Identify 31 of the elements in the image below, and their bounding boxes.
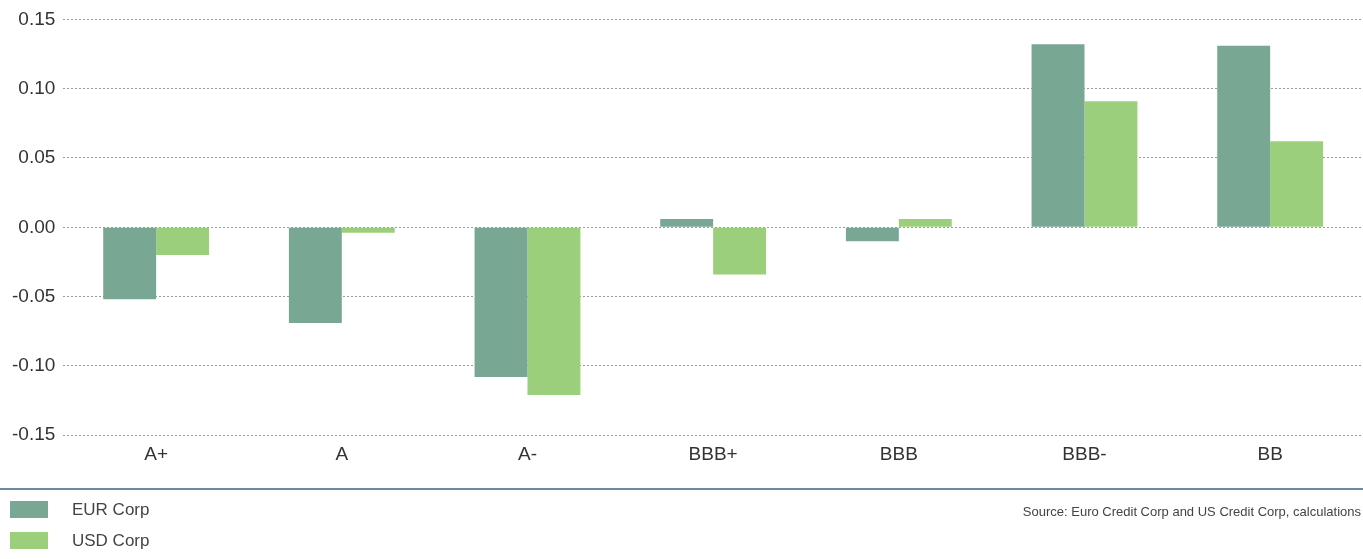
y-tick-label: 0.10 <box>18 76 56 98</box>
bar <box>898 218 952 227</box>
y-tick-label: 0.15 <box>18 7 56 29</box>
bar <box>527 227 581 396</box>
bar <box>1031 44 1085 227</box>
x-tick-label: A <box>335 442 349 464</box>
bar <box>845 227 899 242</box>
y-tick-label: -0.15 <box>11 423 56 445</box>
bar <box>341 227 395 233</box>
x-tick-label: A+ <box>144 442 169 464</box>
bar <box>288 227 342 323</box>
y-tick-label: 0.00 <box>18 215 56 237</box>
bar <box>660 218 714 227</box>
x-tick-label: BB <box>1257 442 1283 464</box>
bar <box>156 227 210 256</box>
bar <box>713 227 767 275</box>
x-tick-label: BBB- <box>1062 442 1107 464</box>
source-note: Source: Euro Credit Corp and US Credit Corp, calculations <box>1022 504 1361 519</box>
bar <box>1270 141 1324 227</box>
bar <box>474 227 528 377</box>
x-tick-label: A- <box>517 442 537 464</box>
y-tick-label: 0.05 <box>18 146 56 168</box>
y-tick-label: -0.10 <box>11 354 56 376</box>
bar <box>1084 101 1138 227</box>
x-tick-label: BBB+ <box>688 442 738 464</box>
legend-label: USD Corp <box>72 530 150 551</box>
bar <box>103 227 157 300</box>
x-tick-label: BBB <box>879 442 918 464</box>
y-tick-label: -0.05 <box>11 284 56 306</box>
bar <box>1217 45 1271 227</box>
legend-label: EUR Corp <box>72 499 150 520</box>
